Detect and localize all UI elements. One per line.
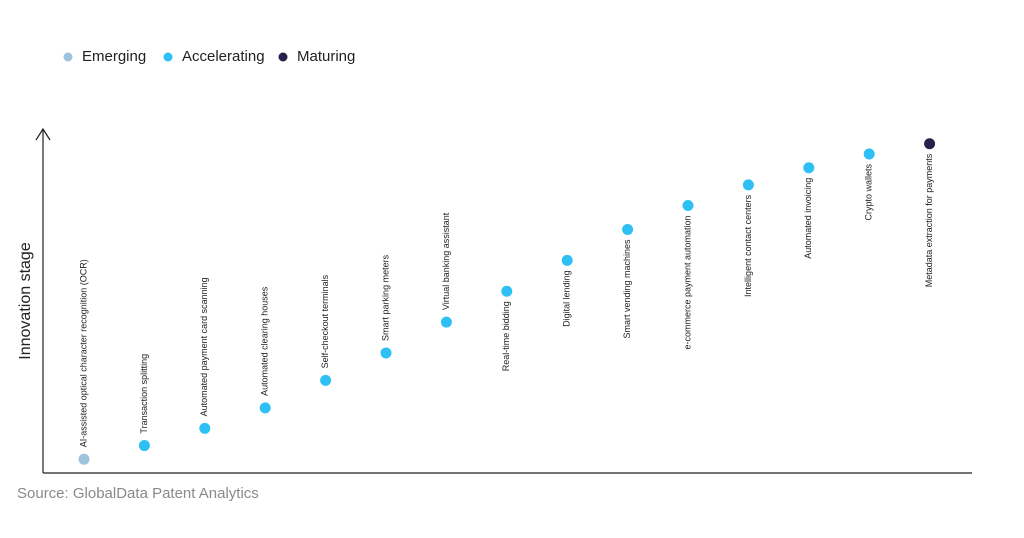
point <box>501 285 513 297</box>
legend-marker <box>278 52 288 62</box>
legend-label: Maturing <box>297 48 355 65</box>
point <box>199 422 211 434</box>
category-label: Real-time bidding <box>501 301 511 371</box>
category-label: Metadata extraction for payments <box>924 153 934 287</box>
point <box>561 254 573 266</box>
point <box>924 138 936 150</box>
point <box>803 162 815 174</box>
legend-label: Accelerating <box>182 48 265 65</box>
point <box>682 199 694 211</box>
point <box>622 223 634 235</box>
category-label: Automated clearing houses <box>260 286 270 396</box>
legend-label: Emerging <box>82 48 146 65</box>
point <box>138 440 150 452</box>
category-label: AI-assisted optical character recognitio… <box>78 259 88 447</box>
category-label: Intelligent contact centers <box>743 194 753 297</box>
category-label: Self-checkout terminals <box>320 274 330 368</box>
y-axis-label: Innovation stage <box>17 242 34 360</box>
source: Source: GlobalData Patent Analytics <box>17 485 259 502</box>
category-label: Automated invoicing <box>803 178 813 259</box>
point <box>863 148 875 160</box>
category-label: Digital lending <box>562 270 572 327</box>
category-label: Transaction splitting <box>139 354 149 434</box>
category-label: Automated payment card scanning <box>199 277 209 416</box>
legend-marker <box>163 52 173 62</box>
point <box>742 179 754 191</box>
category-label: Virtual banking assistant <box>441 212 451 310</box>
y-axis-arrow <box>35 127 51 141</box>
category-label: Smart vending machines <box>622 239 632 339</box>
point <box>380 347 392 359</box>
category-label: Smart parking meters <box>380 254 390 341</box>
category-label: Crypto wallets <box>864 164 874 221</box>
point <box>259 402 271 414</box>
category-label: e-commerce payment automation <box>682 215 692 349</box>
point <box>320 374 332 386</box>
point <box>440 316 452 328</box>
point <box>78 453 90 465</box>
legend-marker <box>63 52 73 62</box>
